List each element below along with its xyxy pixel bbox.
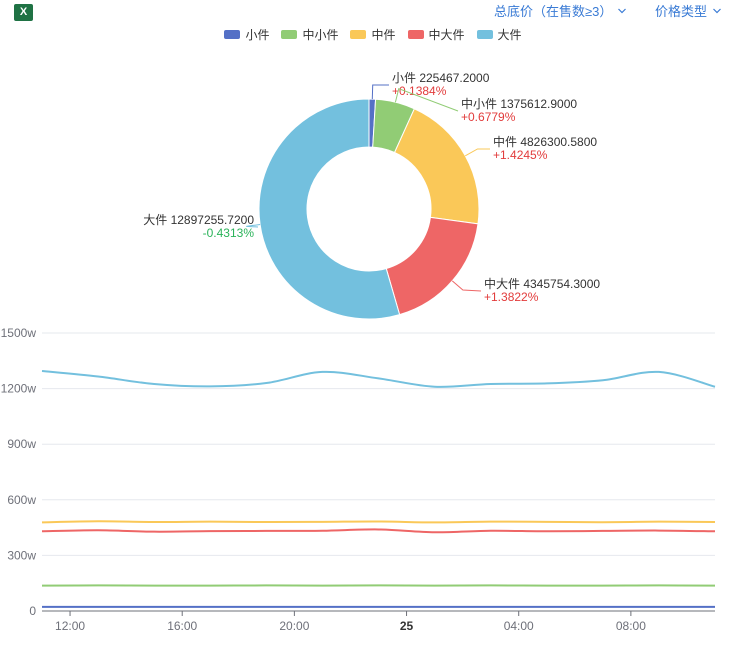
total-price-filter-dropdown[interactable]: 总底价（在售数≥3） [494,1,627,20]
y-tick-label: 1500w [1,326,37,340]
pie-label-change: +1.3822% [484,290,539,304]
legend-item-medium[interactable]: 中件 [350,26,396,43]
legend-label: 大件 [497,28,522,42]
price-type-dropdown[interactable]: 价格类型 [655,1,721,20]
y-tick-label: 1200w [1,382,37,396]
total-price-filter-label: 总底价（在售数≥3） [494,4,613,19]
legend-swatch [281,30,298,39]
price-type-label: 价格类型 [655,4,708,19]
x-tick-label: 25 [400,619,414,633]
series-line [41,528,716,534]
legend-label: 中件 [371,28,396,42]
legend-label: 中大件 [428,28,465,42]
chevron-down-icon [713,8,721,13]
legend-item-large[interactable]: 大件 [476,26,522,43]
y-tick-label: 600w [7,493,36,507]
x-tick-label: 20:00 [279,619,309,633]
legend-item-medium-large[interactable]: 中大件 [407,26,465,43]
x-tick-label: 04:00 [504,619,534,633]
pie-label-line [371,84,390,100]
legend-swatch [350,30,367,39]
pie-slice [385,216,479,316]
pie-label-line [451,280,482,292]
pie-label-line [465,148,491,157]
pie-label-change: -0.4313% [203,226,255,240]
pie-label-value: 中小件 1375612.9000 [461,96,577,111]
y-tick-label: 300w [7,548,36,562]
pie-label-change: +1.4245% [493,148,548,162]
legend-label: 中小件 [302,28,339,42]
legend-swatch [476,30,493,39]
chart-legend: 小件 中小件 中件 中大件 大件 [0,26,746,43]
y-tick-label: 0 [29,604,36,618]
legend-item-small[interactable]: 小件 [224,26,269,43]
legend-item-small-medium[interactable]: 中小件 [281,26,338,43]
legend-label: 小件 [245,28,270,42]
y-tick-label: 900w [7,437,36,451]
series-line [41,520,716,524]
pie-label-value: 大件 12897255.7200 [143,213,254,227]
x-tick-label: 08:00 [616,619,646,633]
pie-label-change: +0.1384% [392,84,447,98]
series-line [41,369,716,388]
pie-slice [258,98,401,320]
pie-slice [393,108,480,225]
pie-label-value: 中件 4826300.5800 [493,134,597,149]
excel-icon[interactable]: X [14,4,33,21]
pie-label-value: 小件 225467.2000 [392,71,490,85]
pie-label-line [394,87,459,112]
pie-label-value: 中大件 4345754.3000 [484,276,600,291]
pie-label-line [246,223,261,228]
x-tick-label: 16:00 [167,619,197,633]
chevron-down-icon [618,8,627,13]
legend-swatch [224,30,241,39]
legend-swatch [407,30,424,39]
x-tick-label: 12:00 [55,619,85,633]
pie-label-change: +0.6779% [461,110,516,124]
